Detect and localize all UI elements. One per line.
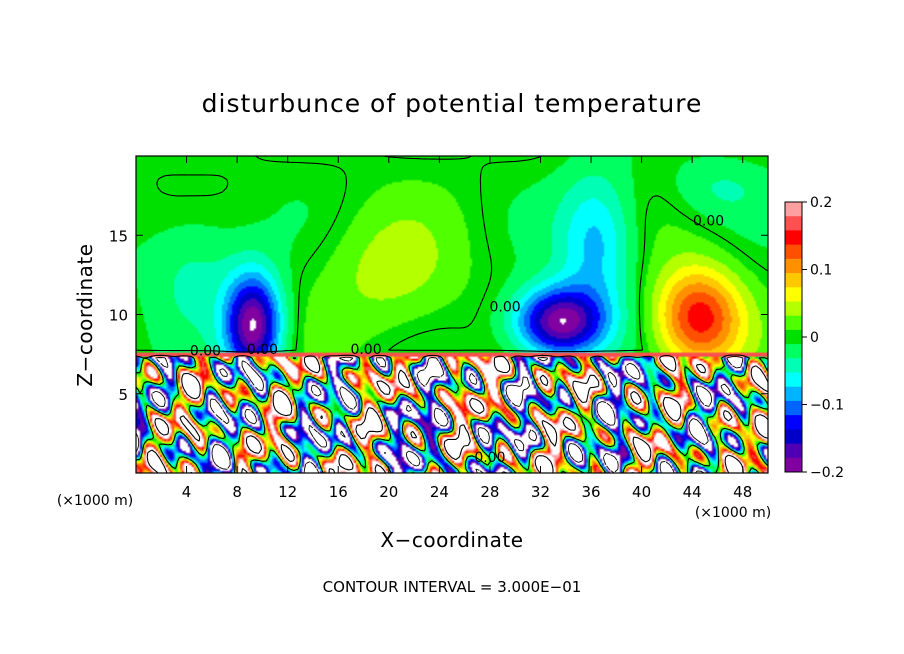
y-tick-label: 15 xyxy=(109,227,128,245)
colorbar-swatch xyxy=(785,244,802,260)
colorbar-swatch xyxy=(785,358,802,374)
x-tick-label: 16 xyxy=(329,483,348,501)
colorbar-swatch xyxy=(785,202,802,217)
colorbar-swatch xyxy=(785,344,802,359)
contour-positive xyxy=(146,354,768,473)
colorbar-swatch xyxy=(785,273,802,288)
contour-label: 0.00 xyxy=(350,342,381,358)
contour-label: 0.00 xyxy=(693,214,724,230)
colorbar-swatch xyxy=(785,258,802,274)
colorbar-swatch xyxy=(785,315,802,331)
colorbar-swatch xyxy=(785,301,802,317)
y-tick-label: 5 xyxy=(118,386,128,404)
colorbar-tick-label: −0.2 xyxy=(810,465,844,481)
x-tick-label: 44 xyxy=(683,483,702,501)
contour-negative xyxy=(136,356,744,473)
contour-label: 0.00 xyxy=(474,450,505,466)
x-tick-label: 32 xyxy=(531,483,550,501)
contour-label: 0.00 xyxy=(490,299,521,315)
contour-label: 0.00 xyxy=(190,344,221,360)
contour-labels: 0.00 0.00 0.00 0.00 0.00 0.00 xyxy=(190,214,724,466)
colorbar-swatch xyxy=(785,372,802,388)
plot-area: 0.00 0.00 0.00 0.00 0.00 0.00 xyxy=(135,155,769,474)
colorbar-swatch xyxy=(785,329,802,345)
x-tick-label: 8 xyxy=(232,483,242,501)
colorbar-swatch xyxy=(785,400,802,416)
y-axis: 5 10 15 xyxy=(109,227,768,404)
contour-interval-note: CONTOUR INTERVAL = 3.000E−01 xyxy=(323,578,582,596)
x-tick-label: 48 xyxy=(733,483,752,501)
colorbar-tick-label: 0.2 xyxy=(810,195,832,211)
colorbar-swatch xyxy=(785,230,802,246)
colorbar-tick-label: −0.1 xyxy=(810,398,844,414)
colorbar-swatch xyxy=(785,287,802,302)
x-tick-label: 36 xyxy=(581,483,600,501)
x-tick-label: 28 xyxy=(480,483,499,501)
heatmap-field xyxy=(136,156,768,473)
contour-lines xyxy=(136,156,768,473)
colorbar: 0.2 0.1 0 −0.1 −0.2 xyxy=(784,195,844,481)
x-unit-left: (×1000 m) xyxy=(57,493,133,509)
x-tick-label: 4 xyxy=(182,483,192,501)
x-unit-right: (×1000 m) xyxy=(695,505,771,521)
colorbar-swatch xyxy=(785,429,802,445)
x-tick-label: 24 xyxy=(430,483,449,501)
x-axis-label: X−coordinate xyxy=(380,528,523,552)
colorbar-tick-label: 0 xyxy=(810,330,819,346)
x-tick-label: 12 xyxy=(278,483,297,501)
colorbar-tick-label: 0.1 xyxy=(810,263,832,279)
colorbar-swatches xyxy=(785,202,802,473)
y-axis-label: Z−coordinate xyxy=(73,243,97,386)
colorbar-swatch xyxy=(785,415,802,430)
x-tick-label: 20 xyxy=(379,483,398,501)
colorbar-swatch xyxy=(785,386,802,402)
x-tick-label: 40 xyxy=(632,483,651,501)
colorbar-ticks: 0.2 0.1 0 −0.1 −0.2 xyxy=(802,195,844,481)
contour-positive xyxy=(136,156,768,473)
colorbar-swatch xyxy=(785,443,802,459)
y-tick-label: 10 xyxy=(109,307,128,325)
colorbar-swatch xyxy=(785,216,802,231)
contour-label: 0.00 xyxy=(247,342,278,358)
chart-title: disturbunce of potential temperature xyxy=(202,89,703,118)
x-axis: 4 8 12 16 20 24 28 32 36 40 44 48 xyxy=(182,156,752,501)
colorbar-swatch xyxy=(785,457,802,473)
